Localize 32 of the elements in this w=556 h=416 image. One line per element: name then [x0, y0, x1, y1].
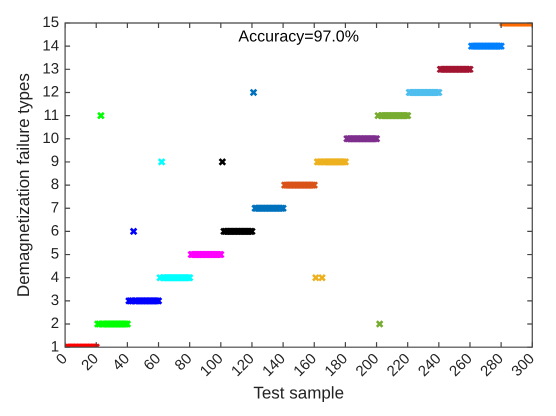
y-tick-label: 11: [44, 106, 60, 124]
y-tick-label: 6: [50, 222, 60, 240]
x-tick-label: 240: [414, 350, 445, 380]
y-tick-label: 7: [50, 199, 60, 216]
x-tick-label: 180: [321, 350, 352, 380]
y-tick-label: 14: [42, 37, 60, 54]
x-tick-label: 100: [196, 350, 227, 380]
y-tick-label: 12: [42, 84, 60, 101]
x-tick-label: 260: [446, 350, 476, 380]
y-tick-label: 13: [42, 60, 60, 78]
y-tick-label: 8: [50, 176, 60, 194]
x-tick-label: 120: [228, 350, 258, 380]
x-tick-label: 80: [172, 350, 196, 374]
y-tick-label: 5: [50, 246, 60, 263]
x-axis-title: Test sample: [253, 383, 344, 402]
x-tick-label: 140: [259, 350, 289, 380]
y-tick-label: 4: [50, 268, 60, 286]
x-tick-label: 300: [508, 350, 538, 380]
x-tick-label: 40: [109, 350, 134, 374]
x-tick-label: 60: [140, 350, 164, 374]
x-tick-label: 220: [384, 350, 414, 380]
x-tick-label: 20: [78, 350, 102, 374]
annotation: Accuracy=97.0%: [238, 28, 359, 46]
x-tick-label: 160: [290, 350, 320, 380]
y-tick-label: 3: [50, 292, 60, 310]
y-tick-label: 10: [42, 130, 60, 147]
y-axis-title: Demagnetization failure types: [14, 73, 33, 298]
y-tick-label: 9: [50, 153, 60, 170]
x-tick-label: 280: [477, 350, 507, 380]
x-tick-label: 200: [352, 350, 382, 380]
y-tick-label: 2: [50, 315, 60, 332]
y-tick-label: 15: [42, 14, 60, 32]
